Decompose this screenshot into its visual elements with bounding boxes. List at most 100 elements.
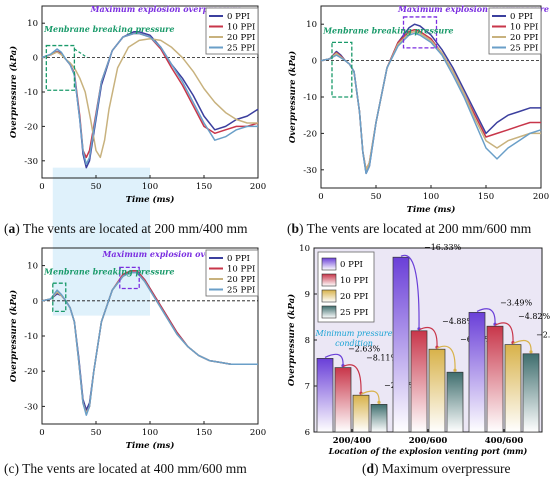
legend-label: 10 PPI — [340, 276, 368, 286]
percent-label: −3.49% — [500, 298, 533, 307]
legend-label: 20 PPI — [227, 33, 255, 43]
legend-label: 20 PPI — [227, 275, 255, 285]
y-tick-label: 10 — [27, 19, 38, 29]
breaking-pressure-box — [52, 282, 67, 313]
percent-arrow — [512, 339, 532, 352]
legend-label: 20 PPI — [340, 292, 368, 302]
y-tick-label: 0 — [312, 57, 317, 67]
legend-label: 20 PPI — [510, 33, 538, 43]
legend-label: 0 PPI — [510, 12, 533, 22]
percent-arrow — [418, 326, 438, 348]
line-panel-b: 0 50 100 150 200 -30 -20 -10 0 10 Time (ms) Overpre… — [287, 4, 549, 215]
legend-label: 10 PPI — [227, 265, 255, 275]
caption-c: (c) The vents are located at 400 mm/600 … — [4, 461, 247, 476]
legend-label: 25 PPI — [510, 44, 538, 54]
bar — [504, 344, 522, 433]
y-tick-label: 9 — [305, 290, 310, 300]
breaking-pressure-box — [45, 44, 76, 91]
y-tick-label: 10 — [306, 20, 317, 30]
percent-arrow — [476, 308, 496, 325]
y-tick-label: -10 — [303, 93, 317, 103]
bar — [410, 330, 428, 433]
y-axis-label: Overpressure (kPa) — [8, 290, 19, 382]
y-tick-label: 10 — [27, 262, 38, 272]
bar — [428, 348, 446, 433]
bar — [468, 312, 486, 433]
caption-a: (a) The vents are located at 200 mm/400 … — [4, 221, 248, 236]
breaking-pressure-annotation: Menbrane breaking pressure — [43, 24, 174, 34]
x-tick-label: 200 — [250, 428, 266, 438]
x-tick-label: 100 — [142, 428, 158, 438]
bar — [486, 325, 504, 433]
legend-label: 0 PPI — [340, 260, 363, 270]
x-tick-label: 100 — [423, 192, 439, 202]
arrow-head — [453, 368, 457, 372]
bar — [334, 367, 352, 433]
x-axis-label: Time (ms) — [407, 204, 456, 215]
percent-label: −4.82% — [518, 312, 550, 321]
percent-arrow — [360, 390, 380, 403]
note-line-2: condition — [335, 339, 373, 348]
bar — [522, 353, 540, 433]
x-tick-label: 150 — [196, 428, 212, 438]
arrow-head — [377, 400, 381, 404]
legend-swatch — [321, 305, 337, 319]
shaded-region — [52, 167, 150, 316]
x-tick-label: 150 — [478, 192, 494, 202]
bar — [392, 256, 410, 433]
percent-label: −4.88% — [442, 317, 475, 326]
percent-label: −2.53% — [536, 331, 550, 340]
percent-arrow — [494, 322, 514, 343]
arrow-head — [529, 350, 533, 354]
breaking-pressure-box — [331, 41, 353, 98]
percent-label: −2.63% — [348, 344, 381, 353]
bar — [352, 394, 370, 433]
x-tick-label: 0 — [39, 428, 44, 438]
y-axis-label: Overpressure (kPa) — [287, 51, 298, 143]
x-tick-label: 200 — [250, 182, 266, 192]
max-overpressure-box — [119, 266, 140, 290]
y-tick-label: -30 — [24, 402, 38, 412]
y-tick-label: 0 — [33, 54, 38, 64]
bar — [316, 358, 334, 433]
x-tick-label: 0 — [318, 192, 323, 202]
x-axis-label: Location of the explosion venting port (… — [328, 446, 528, 456]
breaking-pressure-arrow — [74, 48, 88, 59]
y-tick-label: 8 — [305, 336, 310, 346]
max-overpressure-annotation: Maximum explosion overpressure — [90, 4, 242, 14]
legend-label: 0 PPI — [227, 254, 250, 264]
percent-arrow — [436, 345, 456, 371]
percent-arrow — [342, 364, 362, 394]
legend-label: 25 PPI — [340, 308, 368, 318]
x-tick-label: 400/600 — [485, 436, 524, 446]
breaking-pressure-annotation: Menbrane breaking pressure — [322, 25, 453, 35]
x-axis-label: Time (ms) — [126, 440, 175, 451]
bar — [446, 371, 464, 433]
x-tick-label: 50 — [91, 182, 102, 192]
breaking-pressure-annotation: Menbrane breaking pressure — [43, 266, 174, 276]
y-axis-label: Overpressure (kPa) — [286, 294, 297, 386]
series-line — [41, 32, 258, 165]
x-tick-label: 150 — [196, 182, 212, 192]
y-tick-label: -30 — [303, 166, 317, 176]
legend-label: 10 PPI — [227, 23, 255, 33]
y-tick-label: 7 — [305, 382, 310, 392]
series-line — [41, 271, 258, 416]
y-tick-label: -10 — [24, 88, 38, 98]
caption-d: (d) Maximum overpressure — [362, 461, 511, 476]
y-tick-label: 0 — [33, 297, 38, 307]
legend-swatch — [321, 257, 337, 271]
percent-arrow — [324, 353, 344, 366]
legend-label: 25 PPI — [227, 44, 255, 54]
y-axis-label: Overpressure (kPa) — [8, 46, 19, 138]
legend-swatch — [321, 289, 337, 303]
y-tick-label: -20 — [24, 367, 38, 377]
percent-arrow — [400, 254, 420, 329]
y-tick-label: -10 — [24, 332, 38, 342]
x-tick-label: 200/400 — [333, 436, 372, 446]
x-axis-label: Time (ms) — [126, 194, 175, 205]
note-line-1: Minimum pressure — [315, 329, 393, 338]
max-overpressure-box — [402, 16, 438, 49]
caption-b: (b) The vents are located at 200 mm/600 … — [287, 221, 532, 236]
line-panel-c: 0 50 100 150 200 -30 -20 -10 0 10 Time (ms) Overpre… — [8, 247, 266, 451]
